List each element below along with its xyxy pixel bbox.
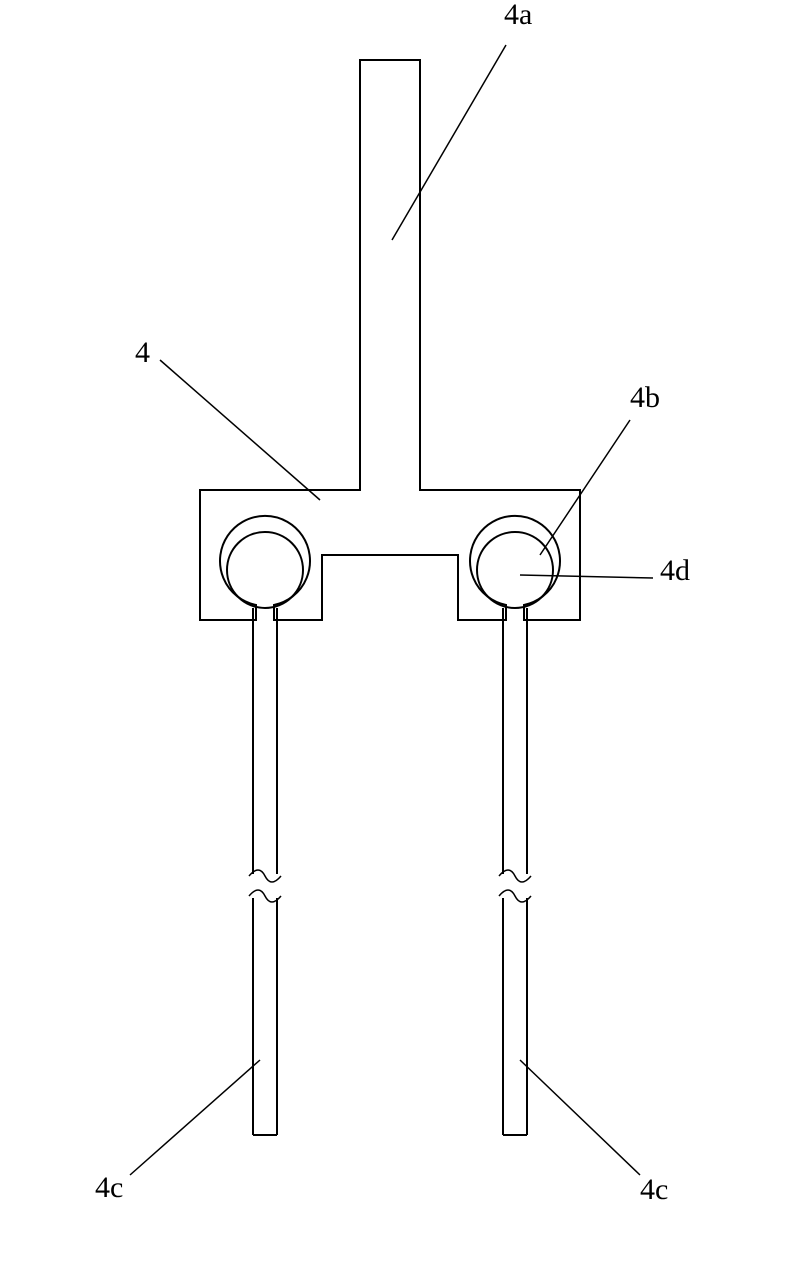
leader-l4c_left	[130, 1060, 260, 1175]
technical-diagram	[0, 0, 800, 1262]
leader-l4c_right	[520, 1060, 640, 1175]
label-4b: 4b	[630, 381, 660, 415]
label-4a: 4a	[504, 0, 532, 32]
body-outline	[200, 60, 580, 620]
leader-l4d	[520, 575, 653, 578]
label-4c-right: 4c	[640, 1173, 668, 1207]
label-4: 4	[135, 336, 150, 370]
leader-l4a	[392, 45, 506, 240]
leader-l4	[160, 360, 320, 500]
label-4d: 4d	[660, 554, 690, 588]
leader-l4b	[540, 420, 630, 555]
label-4c-left: 4c	[95, 1171, 123, 1205]
pivot-circle-left	[227, 532, 303, 608]
pivot-circle-right	[477, 532, 553, 608]
